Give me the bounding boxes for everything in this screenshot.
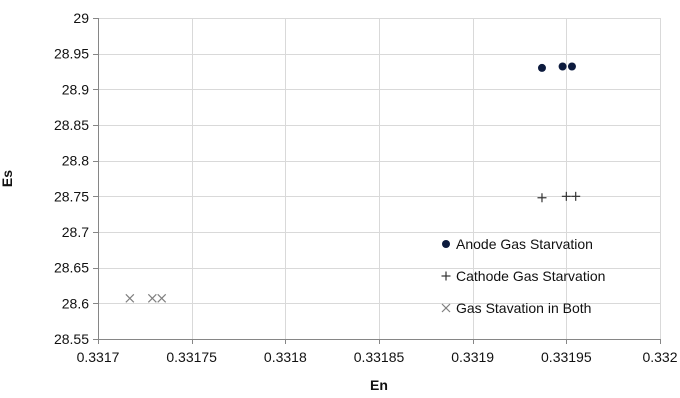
legend-label-both: Gas Stavation in Both [456,300,591,316]
legend-item-anode: Anode Gas Starvation [442,236,593,252]
y-tick-label: 28.55 [54,331,89,347]
y-tick-label: 28.9 [62,81,89,97]
x-tick-label: 0.3317 [77,349,120,365]
data-point-circle [567,62,576,71]
data-point-x [157,293,167,303]
x-tick-label: 0.33185 [354,349,405,365]
x-tick-label: 0.33195 [541,349,592,365]
y-tick-label: 28.95 [54,46,89,62]
data-point-x [125,293,135,303]
data-point-circle [537,63,546,72]
y-tick-label: 28.7 [62,224,89,240]
y-tick-labels: 28.55 28.6 28.65 28.7 28.75 28.8 28.85 28.9 28.9… [54,10,98,347]
legend-label-cathode: Cathode Gas Starvation [456,268,605,284]
legend-marker-plus-icon [441,271,451,281]
legend-marker-shape [441,303,451,313]
y-tick-label: 28.85 [54,117,89,133]
y-tick-label: 28.65 [54,260,89,276]
data-points [125,62,581,303]
data-point-circle [558,62,567,71]
x-tick-label: 0.33175 [166,349,217,365]
gridlines [98,18,661,339]
legend: Anode Gas Starvation Cathode Gas Starvat… [441,236,605,316]
x-tick-labels: 0.3317 0.33175 0.3318 0.33185 0.3319 0.33195 0… [77,339,678,365]
legend-item-cathode: Cathode Gas Starvation [441,268,605,284]
legend-marker-shape [441,271,451,281]
legend-label-anode: Anode Gas Starvation [456,236,593,252]
data-point-plus [571,191,581,201]
x-tick-label: 0.332 [642,349,677,365]
x-tick-label: 0.3318 [264,349,307,365]
y-tick-label: 28.8 [62,153,89,169]
legend-item-both: Gas Stavation in Both [441,300,591,316]
y-tick-label: 28.75 [54,188,89,204]
x-tick-label: 0.3319 [451,349,494,365]
data-point-x [147,293,157,303]
legend-marker-x-icon [441,303,451,313]
y-tick-label: 28.6 [62,295,89,311]
legend-marker-shape [442,240,450,248]
data-point-plus [561,191,571,201]
x-axis-title: En [370,377,388,393]
y-tick-label: 29 [73,10,89,26]
data-point-plus [537,193,547,203]
y-axis-title: Es [0,170,15,187]
legend-marker-circle-icon [442,240,450,248]
